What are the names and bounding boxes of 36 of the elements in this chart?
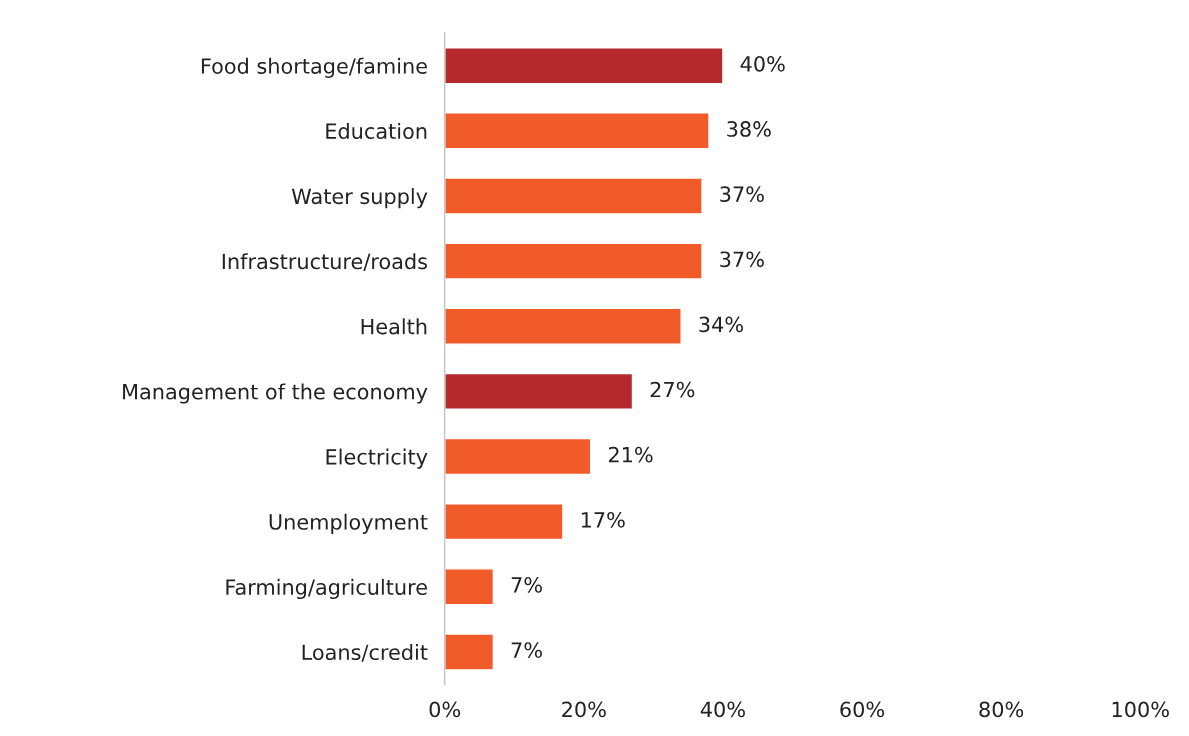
data-label: 7% xyxy=(511,642,542,658)
data-label: 34% xyxy=(699,316,743,333)
x-tick-label: 40% xyxy=(700,701,745,718)
data-label: 37% xyxy=(720,186,764,202)
bar xyxy=(444,503,564,541)
bar xyxy=(444,47,724,85)
y-tick-label: Education xyxy=(326,122,427,140)
bar xyxy=(444,177,703,215)
bar xyxy=(444,112,710,150)
data-label: 40% xyxy=(740,55,785,72)
bar xyxy=(444,242,703,280)
x-tick-label: 20% xyxy=(562,701,606,718)
bar xyxy=(444,307,682,345)
bar xyxy=(444,437,592,476)
y-tick-label: Health xyxy=(361,318,427,335)
data-label: 27% xyxy=(650,381,695,398)
y-tick-label: Infrastructure/roads xyxy=(222,253,428,271)
x-tick-label: 100% xyxy=(1112,701,1169,718)
x-tick-label: 80% xyxy=(979,701,1024,718)
data-label: 17% xyxy=(581,511,625,528)
data-label: 37% xyxy=(720,251,764,268)
data-label: 21% xyxy=(608,446,653,463)
y-tick-label: Water supply xyxy=(291,188,428,209)
y-tick-label: Management of the economy xyxy=(123,383,428,404)
y-tick-label: Loans/credit xyxy=(302,644,428,662)
bar xyxy=(444,372,634,410)
bar xyxy=(444,633,495,671)
x-tick-label: 60% xyxy=(840,701,885,718)
x-tick-label: 0% xyxy=(429,701,461,718)
y-tick-label: Electricity xyxy=(326,448,428,469)
y-tick-label: Food shortage/famine xyxy=(201,57,427,78)
data-label: 38% xyxy=(727,121,771,137)
data-label: 7% xyxy=(511,577,542,593)
y-tick-label: Unemployment xyxy=(269,513,428,534)
bar xyxy=(444,568,495,606)
y-tick-label: Farming/agriculture xyxy=(226,578,427,600)
